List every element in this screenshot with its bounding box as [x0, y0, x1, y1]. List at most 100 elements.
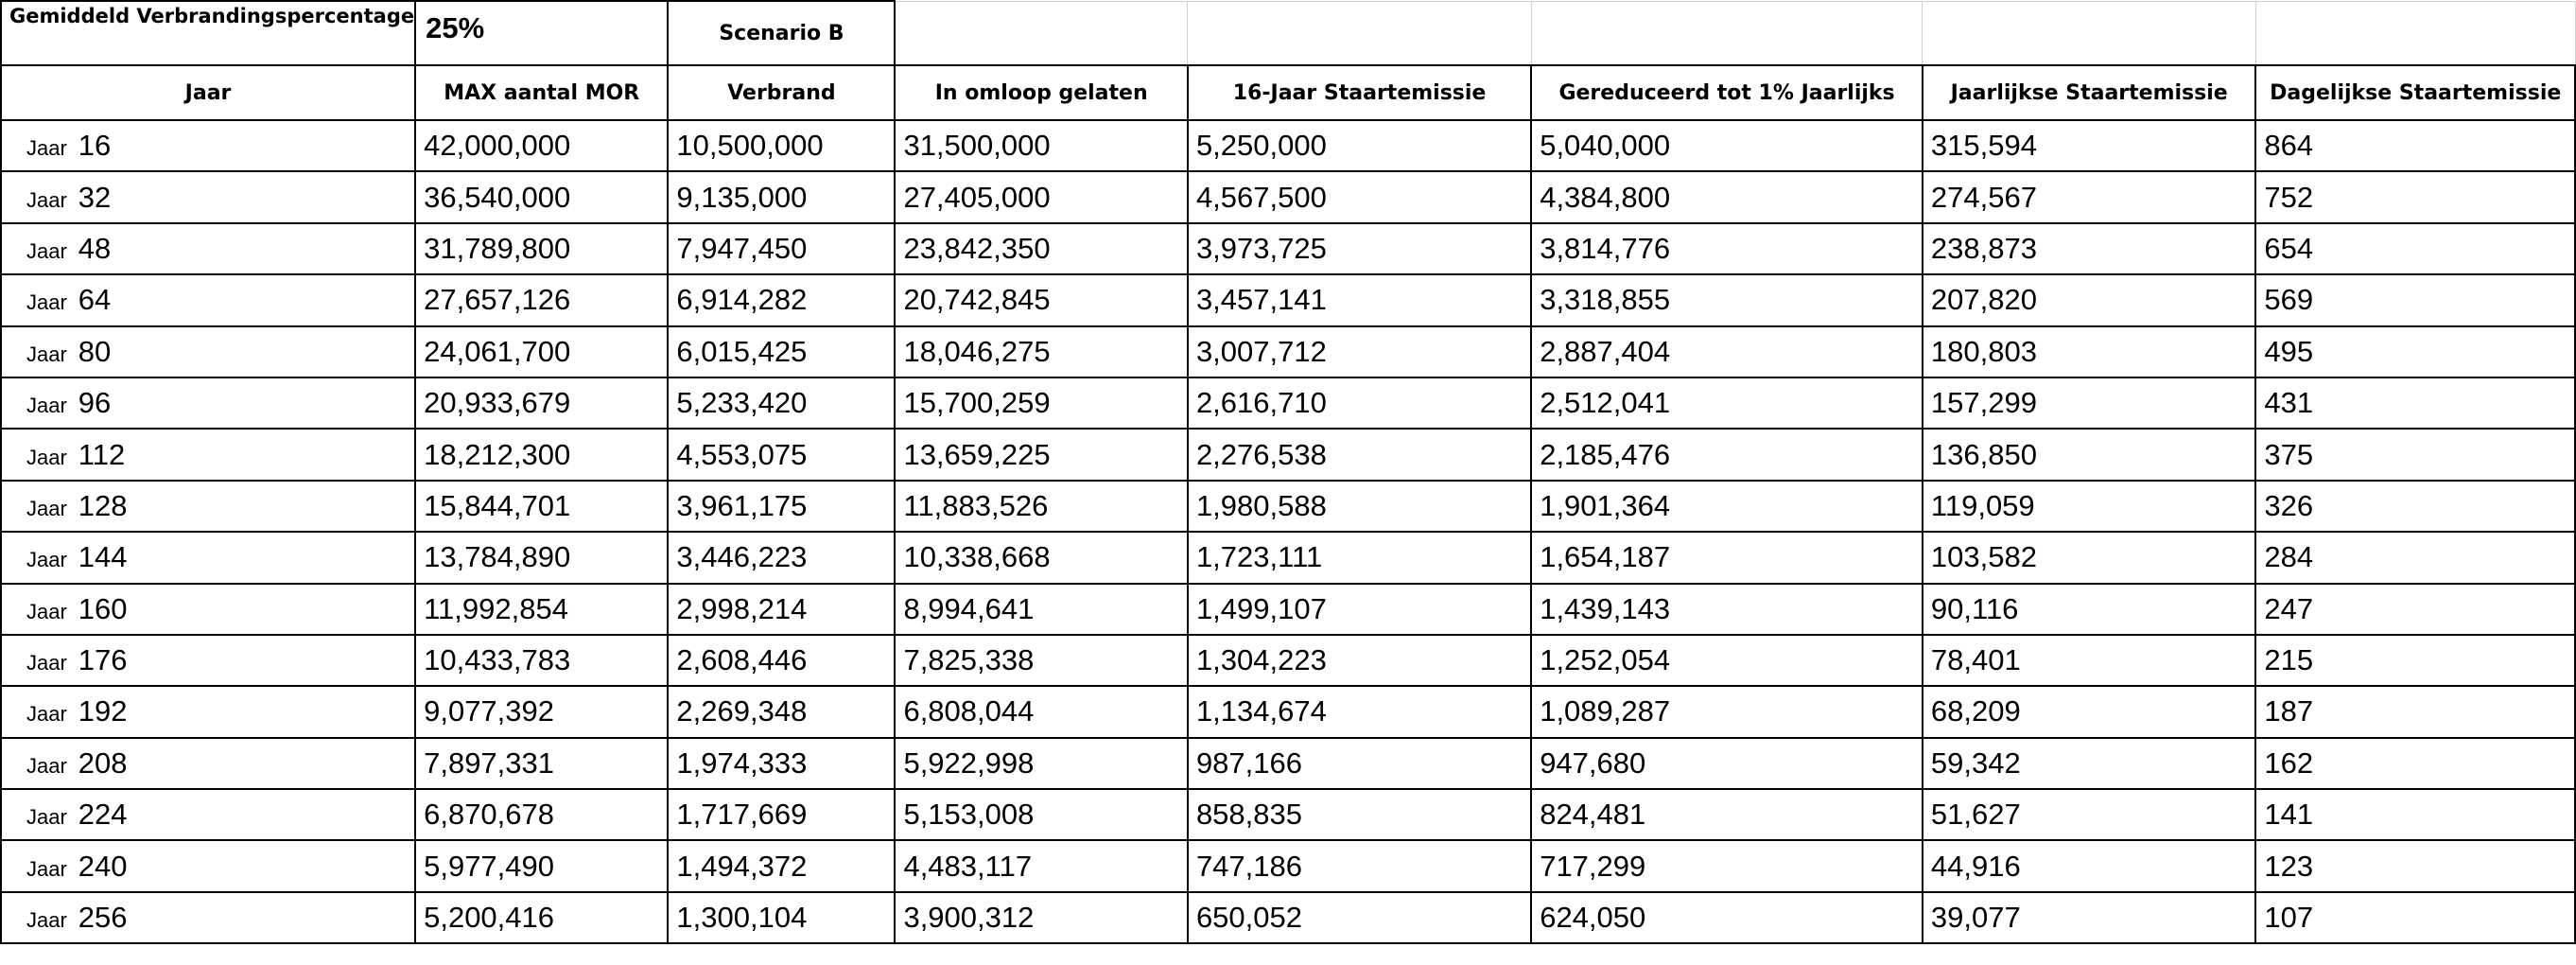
- cell-reduced[interactable]: 3,318,855: [1530, 273, 1923, 327]
- cell-reduced[interactable]: 717,299: [1530, 839, 1923, 893]
- cell-circulating[interactable]: 5,922,998: [894, 736, 1189, 791]
- cell-reduced[interactable]: 824,481: [1530, 788, 1923, 842]
- burn-rate-value-cell[interactable]: 25%: [414, 0, 670, 66]
- cell-burned[interactable]: 2,998,214: [667, 582, 896, 636]
- cell-daily-emission[interactable]: 123: [2254, 839, 2576, 893]
- cell-annual-emission[interactable]: 51,627: [1921, 788, 2257, 842]
- cell-year[interactable]: Jaar 96: [0, 376, 417, 430]
- cell-max-mor[interactable]: 5,200,416: [414, 890, 670, 945]
- cell-burned[interactable]: 9,135,000: [667, 170, 896, 224]
- cell-burned[interactable]: 7,947,450: [667, 221, 896, 276]
- cell-daily-emission[interactable]: 107: [2254, 890, 2576, 945]
- cell-year[interactable]: Jaar 64: [0, 273, 417, 327]
- cell-daily-emission[interactable]: 431: [2254, 376, 2576, 430]
- cell-circulating[interactable]: 20,742,845: [894, 273, 1189, 327]
- cell-max-mor[interactable]: 18,212,300: [414, 428, 670, 482]
- cell-burned[interactable]: 5,233,420: [667, 376, 896, 430]
- cell-burned[interactable]: 10,500,000: [667, 118, 896, 173]
- cell-circulating[interactable]: 31,500,000: [894, 118, 1189, 173]
- cell-max-mor[interactable]: 24,061,700: [414, 325, 670, 378]
- cell-burned[interactable]: 3,446,223: [667, 531, 896, 585]
- cell-annual-emission[interactable]: 238,873: [1921, 221, 2257, 276]
- column-header-burned[interactable]: Verbrand: [667, 64, 896, 121]
- cell-reduced[interactable]: 5,040,000: [1530, 118, 1923, 173]
- cell-burned[interactable]: 4,553,075: [667, 428, 896, 482]
- cell-max-mor[interactable]: 15,844,701: [414, 479, 670, 534]
- cell-reduced[interactable]: 947,680: [1530, 736, 1923, 791]
- cell-max-mor[interactable]: 6,870,678: [414, 788, 670, 842]
- cell-burned[interactable]: 1,974,333: [667, 736, 896, 791]
- cell-year[interactable]: Jaar 256: [0, 890, 417, 945]
- cell-burned[interactable]: 2,608,446: [667, 633, 896, 688]
- cell-16yr-emission[interactable]: 2,276,538: [1186, 428, 1533, 482]
- cell-year[interactable]: Jaar 176: [0, 633, 417, 688]
- cell-max-mor[interactable]: 10,433,783: [414, 633, 670, 688]
- cell-annual-emission[interactable]: 39,077: [1921, 890, 2257, 945]
- cell-daily-emission[interactable]: 375: [2254, 428, 2576, 482]
- cell-16yr-emission[interactable]: 1,980,588: [1186, 479, 1533, 534]
- cell-16yr-emission[interactable]: 1,304,223: [1186, 633, 1533, 688]
- cell-year[interactable]: Jaar 112: [0, 428, 417, 482]
- cell-circulating[interactable]: 4,483,117: [894, 839, 1189, 893]
- cell-16yr-emission[interactable]: 1,499,107: [1186, 582, 1533, 636]
- cell-reduced[interactable]: 2,887,404: [1530, 325, 1923, 378]
- cell-burned[interactable]: 1,717,669: [667, 788, 896, 842]
- cell-16yr-emission[interactable]: 650,052: [1186, 890, 1533, 945]
- cell-max-mor[interactable]: 27,657,126: [414, 273, 670, 327]
- cell-daily-emission[interactable]: 752: [2254, 170, 2576, 224]
- cell-circulating[interactable]: 13,659,225: [894, 428, 1189, 482]
- cell-annual-emission[interactable]: 103,582: [1921, 531, 2257, 585]
- cell-reduced[interactable]: 624,050: [1530, 890, 1923, 945]
- empty-cell[interactable]: [1187, 0, 1532, 66]
- empty-cell[interactable]: [1922, 0, 2256, 66]
- empty-cell[interactable]: [1530, 0, 1923, 66]
- cell-burned[interactable]: 1,300,104: [667, 890, 896, 945]
- cell-year[interactable]: Jaar 160: [0, 582, 417, 636]
- column-header-16yr-emission[interactable]: 16-Jaar Staartemissie: [1186, 64, 1533, 121]
- cell-burned[interactable]: 6,015,425: [667, 325, 896, 378]
- cell-year[interactable]: Jaar 32: [0, 170, 417, 224]
- cell-year[interactable]: Jaar 16: [0, 118, 417, 173]
- column-header-annual-emission[interactable]: Jaarlijkse Staartemissie: [1921, 64, 2257, 121]
- cell-burned[interactable]: 2,269,348: [667, 685, 896, 739]
- cell-16yr-emission[interactable]: 3,457,141: [1186, 273, 1533, 327]
- cell-daily-emission[interactable]: 284: [2254, 531, 2576, 585]
- cell-16yr-emission[interactable]: 747,186: [1186, 839, 1533, 893]
- cell-annual-emission[interactable]: 315,594: [1921, 118, 2257, 173]
- cell-max-mor[interactable]: 42,000,000: [414, 118, 670, 173]
- cell-year[interactable]: Jaar 192: [0, 685, 417, 739]
- cell-year[interactable]: Jaar 128: [0, 479, 417, 534]
- cell-16yr-emission[interactable]: 1,134,674: [1186, 685, 1533, 739]
- column-header-reduced[interactable]: Gereduceerd tot 1% Jaarlijks: [1530, 64, 1923, 121]
- cell-annual-emission[interactable]: 59,342: [1921, 736, 2257, 791]
- cell-annual-emission[interactable]: 44,916: [1921, 839, 2257, 893]
- cell-daily-emission[interactable]: 326: [2254, 479, 2576, 534]
- cell-annual-emission[interactable]: 157,299: [1921, 376, 2257, 430]
- cell-reduced[interactable]: 1,439,143: [1530, 582, 1923, 636]
- cell-reduced[interactable]: 1,901,364: [1530, 479, 1923, 534]
- cell-year[interactable]: Jaar 144: [0, 531, 417, 585]
- cell-burned[interactable]: 1,494,372: [667, 839, 896, 893]
- column-header-circulating[interactable]: In omloop gelaten: [894, 64, 1189, 121]
- cell-burned[interactable]: 3,961,175: [667, 479, 896, 534]
- column-header-max-mor[interactable]: MAX aantal MOR: [414, 64, 670, 121]
- cell-16yr-emission[interactable]: 5,250,000: [1186, 118, 1533, 173]
- cell-annual-emission[interactable]: 119,059: [1921, 479, 2257, 534]
- cell-max-mor[interactable]: 11,992,854: [414, 582, 670, 636]
- cell-annual-emission[interactable]: 90,116: [1921, 582, 2257, 636]
- cell-annual-emission[interactable]: 136,850: [1921, 428, 2257, 482]
- empty-cell[interactable]: [894, 0, 1189, 66]
- cell-circulating[interactable]: 6,808,044: [894, 685, 1189, 739]
- cell-daily-emission[interactable]: 187: [2254, 685, 2576, 739]
- cell-16yr-emission[interactable]: 4,567,500: [1186, 170, 1533, 224]
- cell-burned[interactable]: 6,914,282: [667, 273, 896, 327]
- cell-year[interactable]: Jaar 80: [0, 325, 417, 378]
- cell-reduced[interactable]: 1,252,054: [1530, 633, 1923, 688]
- cell-annual-emission[interactable]: 207,820: [1921, 273, 2257, 327]
- column-header-year[interactable]: Jaar: [0, 64, 417, 121]
- cell-annual-emission[interactable]: 180,803: [1921, 325, 2257, 378]
- cell-max-mor[interactable]: 31,789,800: [414, 221, 670, 276]
- cell-16yr-emission[interactable]: 2,616,710: [1186, 376, 1533, 430]
- cell-circulating[interactable]: 18,046,275: [894, 325, 1189, 378]
- cell-circulating[interactable]: 23,842,350: [894, 221, 1189, 276]
